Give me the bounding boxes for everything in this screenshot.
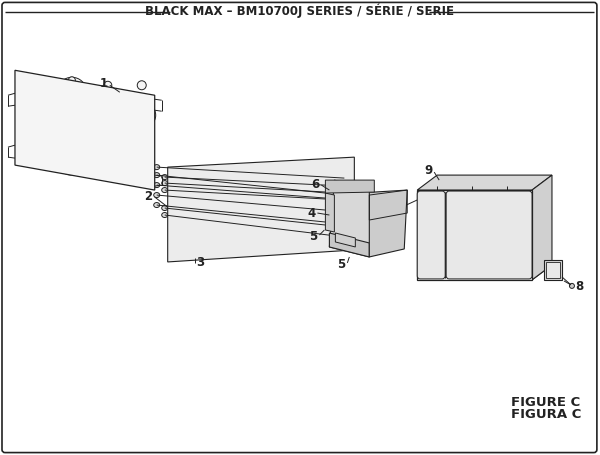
Ellipse shape [341, 234, 349, 242]
Ellipse shape [376, 196, 399, 218]
Ellipse shape [325, 197, 330, 202]
Ellipse shape [400, 211, 405, 216]
Ellipse shape [356, 227, 363, 233]
Ellipse shape [470, 183, 475, 187]
Polygon shape [325, 193, 334, 232]
Ellipse shape [345, 162, 350, 167]
Ellipse shape [356, 200, 363, 207]
Ellipse shape [161, 181, 167, 186]
Ellipse shape [172, 243, 177, 248]
Bar [452, 252, 529, 258]
Ellipse shape [91, 107, 125, 139]
Polygon shape [15, 70, 155, 190]
Ellipse shape [128, 102, 156, 128]
Ellipse shape [340, 233, 352, 243]
Ellipse shape [505, 183, 509, 187]
Text: 5: 5 [337, 258, 346, 272]
Ellipse shape [161, 175, 167, 180]
Ellipse shape [131, 140, 153, 160]
Ellipse shape [400, 192, 405, 197]
Ellipse shape [28, 115, 36, 123]
Ellipse shape [371, 214, 376, 219]
Ellipse shape [56, 145, 88, 175]
Ellipse shape [172, 170, 177, 175]
Ellipse shape [137, 81, 146, 90]
Ellipse shape [338, 183, 347, 191]
Ellipse shape [340, 202, 349, 212]
Ellipse shape [154, 182, 160, 187]
Polygon shape [329, 180, 374, 257]
Ellipse shape [191, 188, 233, 226]
Text: FIGURE C: FIGURE C [511, 396, 580, 409]
FancyBboxPatch shape [417, 191, 445, 279]
Ellipse shape [371, 195, 376, 200]
Ellipse shape [68, 77, 76, 84]
Ellipse shape [93, 143, 123, 171]
Ellipse shape [104, 81, 112, 89]
Ellipse shape [154, 192, 160, 197]
Ellipse shape [569, 283, 574, 288]
Ellipse shape [154, 172, 160, 177]
Ellipse shape [161, 206, 167, 211]
Ellipse shape [420, 193, 426, 199]
Bar [452, 205, 529, 211]
Ellipse shape [381, 202, 393, 212]
Polygon shape [329, 233, 370, 257]
Text: 1: 1 [100, 77, 108, 90]
Polygon shape [167, 157, 355, 262]
Text: BLACK MAX – BM10700J SERIES / SÉRIE / SERIE: BLACK MAX – BM10700J SERIES / SÉRIE / SE… [145, 4, 454, 18]
Text: 8: 8 [575, 280, 583, 293]
Ellipse shape [356, 182, 362, 188]
Ellipse shape [371, 192, 403, 222]
Ellipse shape [296, 186, 332, 218]
Text: 4: 4 [307, 207, 316, 219]
Ellipse shape [420, 271, 426, 277]
Text: FIGURA C: FIGURA C [511, 408, 581, 421]
Ellipse shape [550, 267, 556, 273]
Ellipse shape [28, 149, 37, 157]
Ellipse shape [345, 239, 350, 244]
Polygon shape [325, 180, 374, 193]
Ellipse shape [54, 108, 90, 142]
Ellipse shape [434, 183, 440, 187]
Polygon shape [417, 175, 552, 190]
Polygon shape [532, 175, 552, 280]
Ellipse shape [154, 202, 160, 207]
Ellipse shape [244, 186, 286, 224]
Ellipse shape [523, 193, 529, 199]
Text: 9: 9 [424, 164, 432, 177]
Ellipse shape [28, 131, 35, 139]
Text: 5: 5 [309, 231, 317, 243]
Ellipse shape [426, 229, 436, 241]
Ellipse shape [336, 197, 343, 203]
Bar [452, 227, 529, 233]
Ellipse shape [28, 100, 35, 107]
Polygon shape [417, 265, 552, 280]
Ellipse shape [523, 271, 529, 277]
Text: 6: 6 [311, 177, 319, 191]
Text: 7: 7 [421, 192, 430, 206]
Ellipse shape [58, 77, 86, 103]
Ellipse shape [518, 228, 530, 242]
Polygon shape [335, 233, 355, 247]
Ellipse shape [325, 222, 330, 228]
Ellipse shape [336, 223, 343, 231]
Ellipse shape [161, 212, 167, 217]
Text: 3: 3 [197, 257, 205, 269]
FancyBboxPatch shape [446, 191, 532, 279]
Bar [546, 262, 560, 278]
Ellipse shape [422, 225, 440, 245]
Ellipse shape [28, 82, 37, 91]
Ellipse shape [161, 187, 167, 192]
Polygon shape [370, 190, 407, 257]
Text: 2: 2 [145, 190, 153, 202]
Bar [417, 190, 532, 280]
Bar [544, 260, 562, 280]
Ellipse shape [337, 183, 346, 191]
Ellipse shape [154, 165, 160, 170]
